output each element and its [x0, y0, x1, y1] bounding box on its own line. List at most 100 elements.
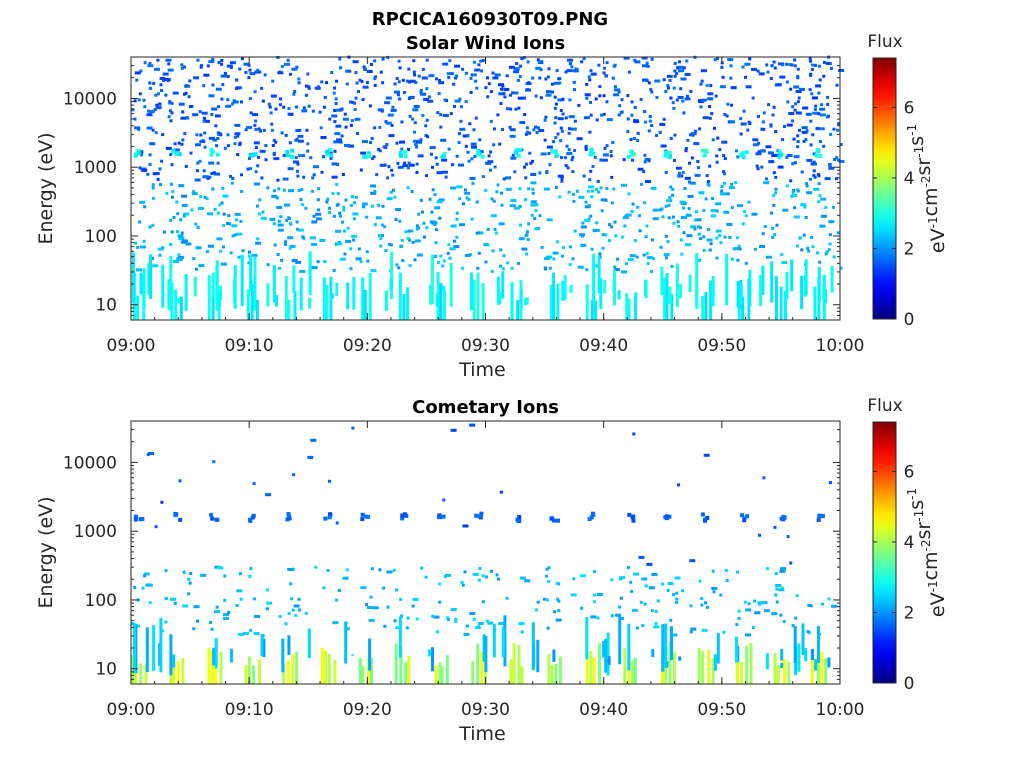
heatmap-cell	[470, 73, 474, 77]
heatmap-cell	[528, 131, 532, 135]
heatmap-cell	[701, 651, 705, 684]
heatmap-cell	[626, 130, 630, 134]
heatmap-cell	[664, 514, 669, 519]
heatmap-cell	[618, 615, 622, 665]
heatmap-cell	[230, 648, 233, 663]
heatmap-cell	[335, 79, 338, 83]
heatmap-cell	[252, 482, 256, 486]
heatmap-cell	[560, 179, 564, 183]
heatmap-cell	[433, 223, 437, 226]
heatmap-cell	[736, 570, 739, 574]
colorbar-tick-label: 2	[904, 239, 915, 259]
heatmap-cell	[406, 287, 409, 320]
heatmap-cell	[546, 218, 553, 222]
heatmap-cell	[183, 65, 186, 69]
heatmap-cell	[173, 513, 178, 518]
heatmap-cell	[631, 518, 636, 523]
heatmap-cell	[335, 521, 339, 525]
heatmap-cell	[815, 84, 822, 88]
heatmap-cell	[161, 264, 165, 308]
heatmap-cell	[666, 588, 670, 592]
heatmap-cell	[615, 613, 622, 617]
heatmap-cell	[567, 131, 571, 135]
heatmap-cell	[793, 161, 797, 165]
heatmap-cell	[596, 593, 603, 596]
heatmap-cell	[266, 186, 270, 190]
heatmap-cell	[794, 616, 798, 620]
heatmap-cell	[589, 214, 593, 218]
heatmap-cell	[443, 98, 447, 102]
heatmap-cell	[477, 251, 481, 255]
heatmap-cell	[358, 78, 362, 82]
plot-area	[131, 57, 840, 320]
heatmap-cell	[740, 122, 747, 126]
heatmap-cell	[700, 98, 707, 102]
heatmap-cell	[421, 113, 425, 117]
heatmap-cell	[366, 514, 370, 519]
heatmap-cell	[734, 149, 738, 153]
heatmap-cell	[699, 82, 703, 86]
heatmap-cell	[189, 572, 193, 575]
heatmap-cell	[346, 282, 350, 310]
heatmap-cell	[765, 653, 769, 670]
heatmap-cell	[473, 73, 477, 77]
y-tick-label: 1000	[74, 522, 117, 542]
heatmap-cell	[677, 483, 680, 487]
heatmap-cell	[465, 71, 468, 75]
heatmap-cell	[438, 198, 445, 202]
heatmap-cell	[596, 179, 600, 183]
heatmap-cell	[706, 238, 713, 242]
heatmap-cell	[417, 154, 424, 158]
heatmap-cell	[634, 60, 641, 64]
heatmap-cell	[232, 99, 236, 103]
heatmap-cell	[332, 91, 336, 95]
heatmap-cell	[275, 294, 278, 307]
heatmap-cell	[813, 286, 817, 320]
heatmap-cell	[214, 124, 218, 128]
heatmap-cell	[474, 513, 479, 518]
heatmap-cell	[517, 519, 522, 523]
heatmap-cell	[287, 299, 291, 320]
heatmap-cell	[548, 163, 552, 167]
heatmap-cell	[407, 67, 411, 71]
heatmap-cell	[737, 204, 743, 208]
heatmap-cell	[375, 173, 379, 177]
heatmap-cell	[138, 166, 142, 170]
heatmap-cell	[810, 162, 814, 166]
heatmap-cell	[226, 98, 230, 102]
heatmap-cell	[455, 211, 459, 215]
heatmap-cell	[143, 574, 147, 578]
heatmap-cell	[172, 659, 176, 684]
heatmap-cell	[369, 595, 373, 599]
heatmap-cell	[682, 231, 686, 235]
heatmap-cell	[686, 138, 690, 142]
heatmap-cell	[152, 264, 159, 268]
heatmap-cell	[190, 208, 194, 212]
heatmap-cell	[785, 80, 789, 84]
heatmap-cell	[793, 215, 800, 219]
heatmap-cell	[442, 114, 449, 117]
heatmap-cell	[294, 613, 298, 617]
heatmap-cell	[478, 138, 482, 142]
heatmap-cell	[530, 213, 534, 217]
heatmap-cell	[652, 257, 656, 261]
heatmap-cell	[766, 70, 770, 74]
heatmap-cell	[244, 71, 248, 74]
heatmap-cell	[308, 297, 312, 309]
heatmap-cell	[811, 63, 815, 67]
heatmap-cell	[307, 104, 311, 108]
heatmap-cell	[447, 147, 451, 151]
heatmap-cell	[188, 79, 192, 83]
heatmap-cell	[637, 167, 644, 171]
heatmap-cell	[760, 165, 764, 169]
heatmap-cell	[439, 254, 443, 258]
heatmap-cell	[280, 131, 284, 135]
heatmap-cell	[148, 86, 152, 90]
heatmap-cell	[538, 76, 542, 80]
heatmap-cell	[685, 213, 692, 217]
heatmap-cell	[149, 142, 156, 146]
heatmap-cell	[412, 139, 419, 143]
heatmap-cell	[327, 653, 331, 684]
heatmap-cell	[677, 95, 684, 99]
heatmap-cell	[690, 156, 694, 160]
